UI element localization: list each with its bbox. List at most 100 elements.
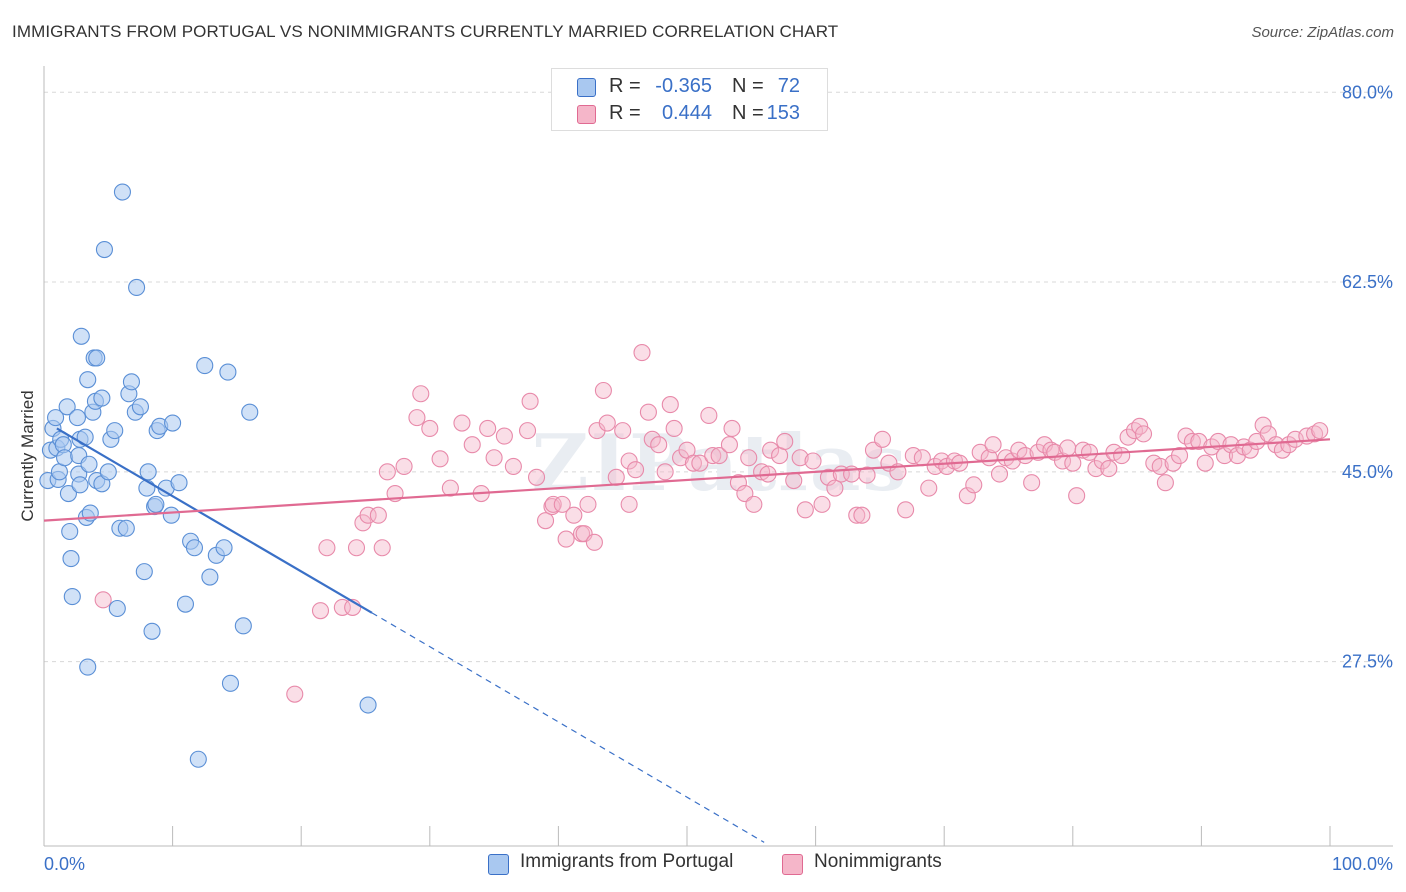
portugal-point xyxy=(93,389,111,407)
nonimmigrant-point xyxy=(1241,441,1259,459)
portugal-point xyxy=(63,588,81,606)
nonimmigrant-point xyxy=(785,471,803,490)
nonimmigrant-point xyxy=(1134,425,1153,443)
nonimmigrants-trend-line xyxy=(43,438,1331,522)
legend-item-nonimmigrants[interactable]: Nonimmigrants xyxy=(782,851,962,877)
nonimmigrant-point xyxy=(897,501,915,519)
portugal-point xyxy=(72,327,90,345)
portugal-point xyxy=(71,476,89,494)
stats-row-nonimmigrants: R = 0.444 N = 153 xyxy=(552,102,827,128)
portugal-point xyxy=(170,474,188,492)
nonimmigrant-point xyxy=(729,474,747,492)
portugal-point xyxy=(108,599,126,618)
nonimmigrant-point xyxy=(1190,432,1208,451)
nonimmigrant-point xyxy=(804,452,822,470)
nonimmigrant-point xyxy=(819,468,838,486)
nonimmigrant-point xyxy=(518,422,537,440)
nonimmigrant-point xyxy=(1183,432,1201,451)
nonimmigrant-point xyxy=(594,381,612,400)
nonimmigrant-point xyxy=(656,463,674,481)
stats-row-portugal: R = -0.365 N = 72 xyxy=(552,75,827,101)
nonimmigrant-point xyxy=(94,591,112,609)
nonimmigrant-point xyxy=(1151,457,1169,475)
nonimmigrant-point xyxy=(521,392,539,410)
portugal-point xyxy=(79,371,97,389)
portugal-point xyxy=(79,658,97,676)
nonimmigrant-point xyxy=(1311,422,1329,440)
portugal-point xyxy=(135,563,153,581)
portugal-legend-label: Immigrants from Portugal xyxy=(520,851,734,872)
nonimmigrant-point xyxy=(1228,447,1246,465)
nonimmigrant-point xyxy=(971,443,989,461)
nonimmigrant-point xyxy=(745,495,763,513)
portugal-point xyxy=(61,522,79,541)
nonimmigrants-legend-swatch xyxy=(782,854,803,875)
nonimmigrant-point xyxy=(704,447,722,465)
portugal-point xyxy=(95,240,113,259)
nonimmigrant-point xyxy=(557,530,575,548)
nonimmigrant-point xyxy=(791,449,809,467)
nonimmigrant-point xyxy=(633,343,651,362)
r-value-portugal: -0.365 xyxy=(655,75,712,97)
nonimmigrant-point xyxy=(579,495,597,513)
nonimmigrant-point xyxy=(740,449,758,467)
portugal-swatch xyxy=(577,78,596,97)
y-tick-label: 27.5% xyxy=(1342,652,1393,672)
nonimmigrant-point xyxy=(620,495,638,513)
nonimmigrant-point xyxy=(311,602,330,620)
nonimmigrant-point xyxy=(990,465,1009,483)
portugal-point xyxy=(122,373,140,391)
nonimmigrant-point xyxy=(813,495,831,513)
nonimmigrant-point xyxy=(607,468,625,486)
nonimmigrant-point xyxy=(627,461,645,479)
nonimmigrant-point xyxy=(1068,487,1086,505)
nonimmigrant-point xyxy=(441,479,459,497)
nonimmigrant-point xyxy=(776,432,794,451)
nonimmigrant-point xyxy=(453,414,471,432)
portugal-point xyxy=(221,674,240,692)
portugal-point xyxy=(147,495,165,513)
nonimmigrant-point xyxy=(826,479,844,497)
nonimmigrant-point xyxy=(723,419,741,438)
portugal-point xyxy=(234,617,252,635)
n-label: N = xyxy=(732,102,764,124)
nonimmigrant-point xyxy=(650,436,668,454)
nonimmigrant-point xyxy=(1215,447,1234,465)
r-value-nonimmigrants: 0.444 xyxy=(661,102,712,124)
source-credit: Source: ZipAtlas.com xyxy=(1251,24,1394,41)
portugal-point xyxy=(62,550,80,568)
nonimmigrant-point xyxy=(614,422,632,440)
legend-item-portugal[interactable]: Immigrants from Portugal xyxy=(488,851,768,877)
nonimmigrant-point xyxy=(485,449,503,467)
portugal-point xyxy=(128,278,146,297)
nonimmigrant-point xyxy=(598,414,616,432)
nonimmigrant-point xyxy=(369,506,387,524)
nonimmigrant-point xyxy=(873,430,892,448)
portugal-point xyxy=(113,183,131,201)
portugal-point xyxy=(215,539,233,557)
portugal-point xyxy=(117,519,135,537)
nonimmigrant-point xyxy=(347,539,366,557)
y-tick-label: 62.5% xyxy=(1342,272,1393,292)
nonimmigrant-point xyxy=(691,454,709,472)
nonimmigrant-point xyxy=(527,468,546,486)
nonimmigrant-point xyxy=(373,539,391,557)
portugal-point xyxy=(241,403,259,421)
nonimmigrant-point xyxy=(504,457,522,475)
nonimmigrant-point xyxy=(1023,474,1041,492)
x-tick-label: 0.0% xyxy=(44,854,85,874)
nonimmigrant-point xyxy=(1059,439,1077,457)
nonimmigrant-point xyxy=(958,487,976,505)
nonimmigrant-point xyxy=(431,450,449,468)
portugal-point xyxy=(359,696,377,714)
n-value-portugal: 72 xyxy=(777,75,800,97)
portugal-point xyxy=(106,422,124,440)
n-value-nonimmigrants: 153 xyxy=(766,102,800,124)
nonimmigrant-point xyxy=(984,436,1002,454)
portugal-point xyxy=(176,595,195,613)
nonimmigrant-point xyxy=(318,539,336,557)
portugal-point xyxy=(164,414,182,432)
nonimmigrant-point xyxy=(1196,454,1214,472)
nonimmigrant-point xyxy=(553,495,571,513)
